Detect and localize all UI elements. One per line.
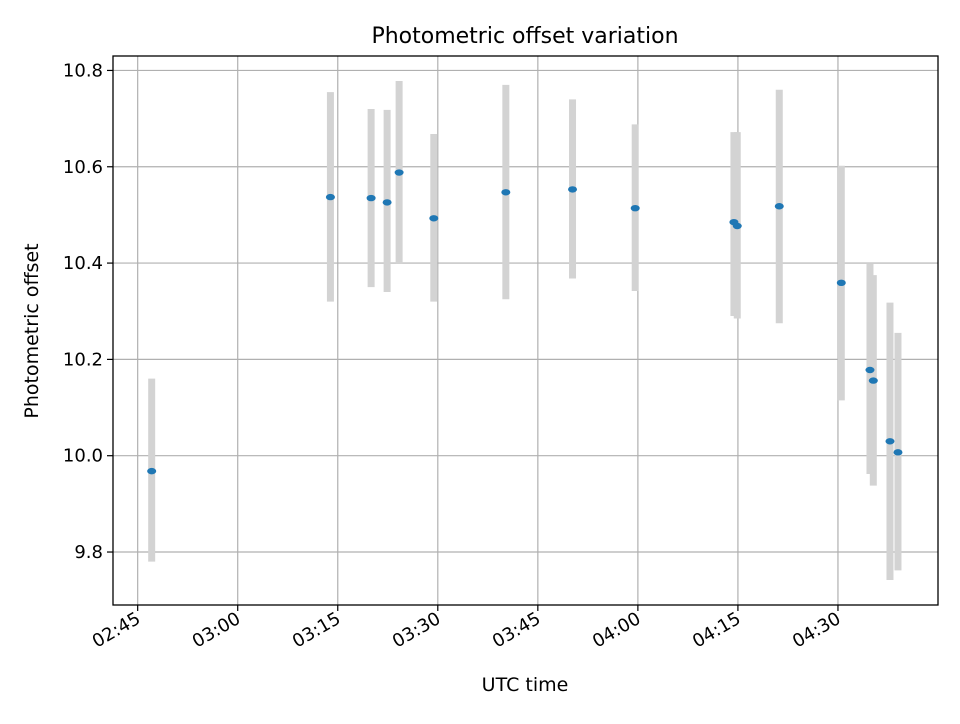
data-point xyxy=(630,204,640,212)
data-point xyxy=(325,193,335,201)
markers xyxy=(147,169,903,475)
chart-title: Photometric offset variation xyxy=(371,24,678,49)
data-point xyxy=(429,215,439,222)
data-point xyxy=(501,189,511,196)
data-point xyxy=(836,279,846,287)
y-tick-label: 10.0 xyxy=(63,446,103,467)
data-point xyxy=(366,194,376,202)
y-tick-label: 9.8 xyxy=(74,542,103,563)
data-point xyxy=(893,449,903,456)
y-axis: 9.8 10.0 10.2 10.4 10.6 10.8 xyxy=(63,60,113,563)
data-point xyxy=(868,377,878,384)
y-tick-label: 10.8 xyxy=(63,60,103,81)
data-point xyxy=(568,186,578,193)
data-point xyxy=(147,467,157,475)
data-point xyxy=(885,438,895,445)
data-point xyxy=(732,222,742,230)
y-axis-label: Photometric offset xyxy=(21,243,43,418)
grid xyxy=(113,56,938,605)
data-point xyxy=(865,366,875,374)
x-axis-label: UTC time xyxy=(482,674,569,696)
data-point xyxy=(394,169,404,176)
plot-area xyxy=(112,55,939,606)
y-tick-label: 10.4 xyxy=(63,253,103,274)
plot-frame xyxy=(112,55,939,606)
y-tick-label: 10.2 xyxy=(63,349,103,370)
plot-background xyxy=(113,56,938,605)
data-point xyxy=(774,203,784,210)
y-tick-label: 10.6 xyxy=(63,157,103,178)
data-point xyxy=(382,199,392,206)
